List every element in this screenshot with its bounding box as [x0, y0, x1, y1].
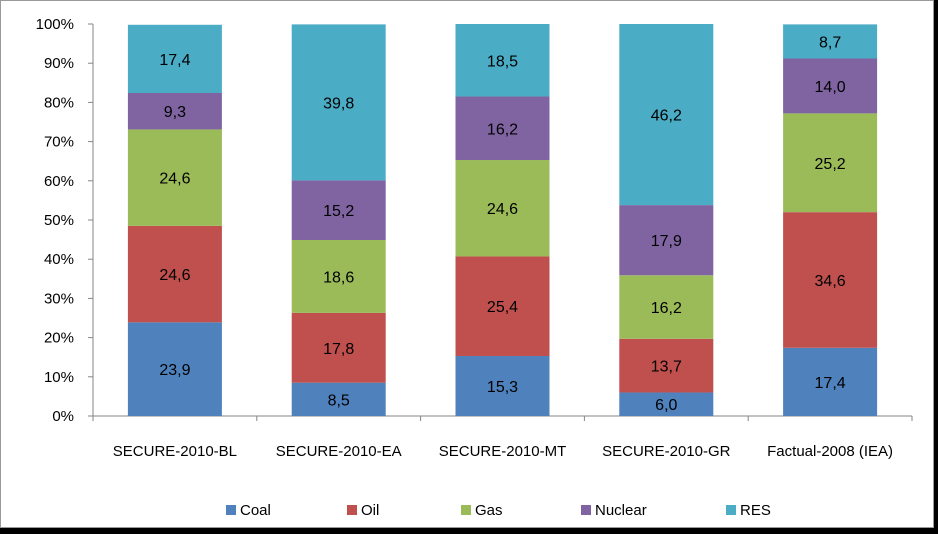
bar-segment-coal — [783, 347, 878, 416]
y-tick-label: 70% — [44, 134, 74, 151]
data-label: 8,5 — [328, 392, 350, 409]
data-label: 18,5 — [487, 53, 518, 70]
y-tick-label: 80% — [44, 94, 74, 111]
legend-swatch — [581, 505, 591, 515]
data-label: 13,7 — [651, 359, 682, 376]
legend-item: Oil — [347, 502, 379, 519]
bar-segment-gas — [455, 160, 550, 257]
y-tick-label: 90% — [44, 55, 74, 72]
x-tick-label: SECURE-2010-EA — [276, 443, 402, 460]
data-label: 15,2 — [323, 203, 354, 220]
x-tick-label: SECURE-2010-GR — [602, 443, 731, 460]
bar-segment-nuclear — [619, 205, 714, 276]
data-label: 6,0 — [655, 397, 677, 414]
data-label: 9,3 — [164, 104, 186, 121]
bar-segment-nuclear — [127, 92, 222, 130]
data-label: 16,2 — [487, 121, 518, 138]
y-tick-label: 0% — [52, 408, 74, 425]
legend-swatch — [726, 505, 736, 515]
bar-stack: 15,3 25,4 24,6 16,2 18,5 — [455, 24, 550, 416]
x-axis: SECURE-2010-BL SECURE-2010-EA SECURE-2010-… — [92, 415, 913, 460]
bar-segment-gas — [783, 113, 878, 213]
bar-stack: 23,9 24,6 24,6 9,3 17,4 — [127, 24, 222, 416]
legend-swatch — [226, 505, 236, 515]
data-label: 39,8 — [323, 95, 354, 112]
bar-stack: 6,0 13,7 16,2 17,9 46,2 — [619, 24, 714, 416]
bar-segment-coal — [291, 382, 386, 416]
bar-segment-oil — [455, 256, 550, 357]
legend-swatch — [347, 505, 357, 515]
data-label: 25,2 — [815, 156, 846, 173]
bar-segment-oil — [783, 212, 878, 348]
legend-item: RES — [726, 502, 771, 519]
legend-item: Coal — [226, 502, 271, 519]
bar-segment-gas — [619, 275, 714, 339]
y-tick-label: 30% — [44, 290, 74, 307]
y-tick-label: 50% — [44, 212, 74, 229]
data-label: 17,4 — [815, 375, 846, 392]
legend-item: Nuclear — [581, 502, 647, 519]
bar-segment-oil — [127, 225, 222, 323]
bars: 23,9 24,6 24,6 9,3 17,4 8,5 17,8 18,6 15,2 39,8 15… — [127, 24, 878, 416]
bar-segment-nuclear — [783, 58, 878, 114]
bar-segment-nuclear — [291, 180, 386, 240]
legend-swatch — [461, 505, 471, 515]
legend-label: Gas — [475, 502, 503, 519]
y-tick-label: 100% — [36, 16, 74, 33]
data-label: 24,6 — [159, 171, 190, 188]
bar-stack: 17,4 34,6 25,2 14,0 8,7 — [783, 24, 878, 416]
bar-segment-res — [783, 24, 878, 59]
data-label: 17,9 — [651, 233, 682, 250]
data-label: 23,9 — [159, 362, 190, 379]
legend-label: Coal — [240, 502, 271, 519]
data-label: 34,6 — [815, 273, 846, 290]
bar-segment-nuclear — [455, 96, 550, 161]
bar-segment-res — [127, 24, 222, 93]
bar-segment-coal — [127, 322, 222, 416]
x-tick-label: SECURE-2010-BL — [113, 443, 237, 460]
data-label: 15,3 — [487, 379, 518, 396]
legend: Coal Oil Gas Nuclear RES — [226, 502, 771, 519]
legend-label: Oil — [361, 502, 379, 519]
data-label: 46,2 — [651, 108, 682, 125]
bar-segment-res — [619, 24, 714, 206]
data-label: 17,4 — [159, 52, 190, 69]
x-tick-label: Factual-2008 (IEA) — [767, 443, 893, 460]
bar-segment-res — [455, 24, 550, 97]
y-tick-label: 20% — [44, 330, 74, 347]
data-label: 25,4 — [487, 299, 518, 316]
data-label: 24,6 — [159, 267, 190, 284]
y-tick-label: 40% — [44, 251, 74, 268]
legend-label: Nuclear — [595, 502, 647, 519]
bar-segment-oil — [291, 312, 386, 383]
data-label: 14,0 — [815, 79, 846, 96]
legend-item: Gas — [461, 502, 503, 519]
y-tick-label: 60% — [44, 173, 74, 190]
x-tick-label: SECURE-2010-MT — [439, 443, 567, 460]
data-label: 16,2 — [651, 300, 682, 317]
y-tick-label: 10% — [44, 369, 74, 386]
legend-label: RES — [740, 502, 771, 519]
bar-segment-coal — [619, 392, 714, 416]
data-label: 24,6 — [487, 201, 518, 218]
data-label: 18,6 — [323, 269, 354, 286]
bar-segment-gas — [127, 129, 222, 226]
data-label: 8,7 — [819, 34, 841, 51]
bar-stack: 8,5 17,8 18,6 15,2 39,8 — [291, 24, 386, 416]
data-label: 17,8 — [323, 341, 354, 358]
y-axis: 0% 10% 20% 30% 40% 50% 60% 70% 80% 90% 100% — [36, 16, 94, 425]
bar-segment-res — [291, 24, 386, 181]
bar-segment-gas — [291, 239, 386, 313]
bar-segment-oil — [619, 338, 714, 393]
bar-segment-coal — [455, 356, 550, 416]
